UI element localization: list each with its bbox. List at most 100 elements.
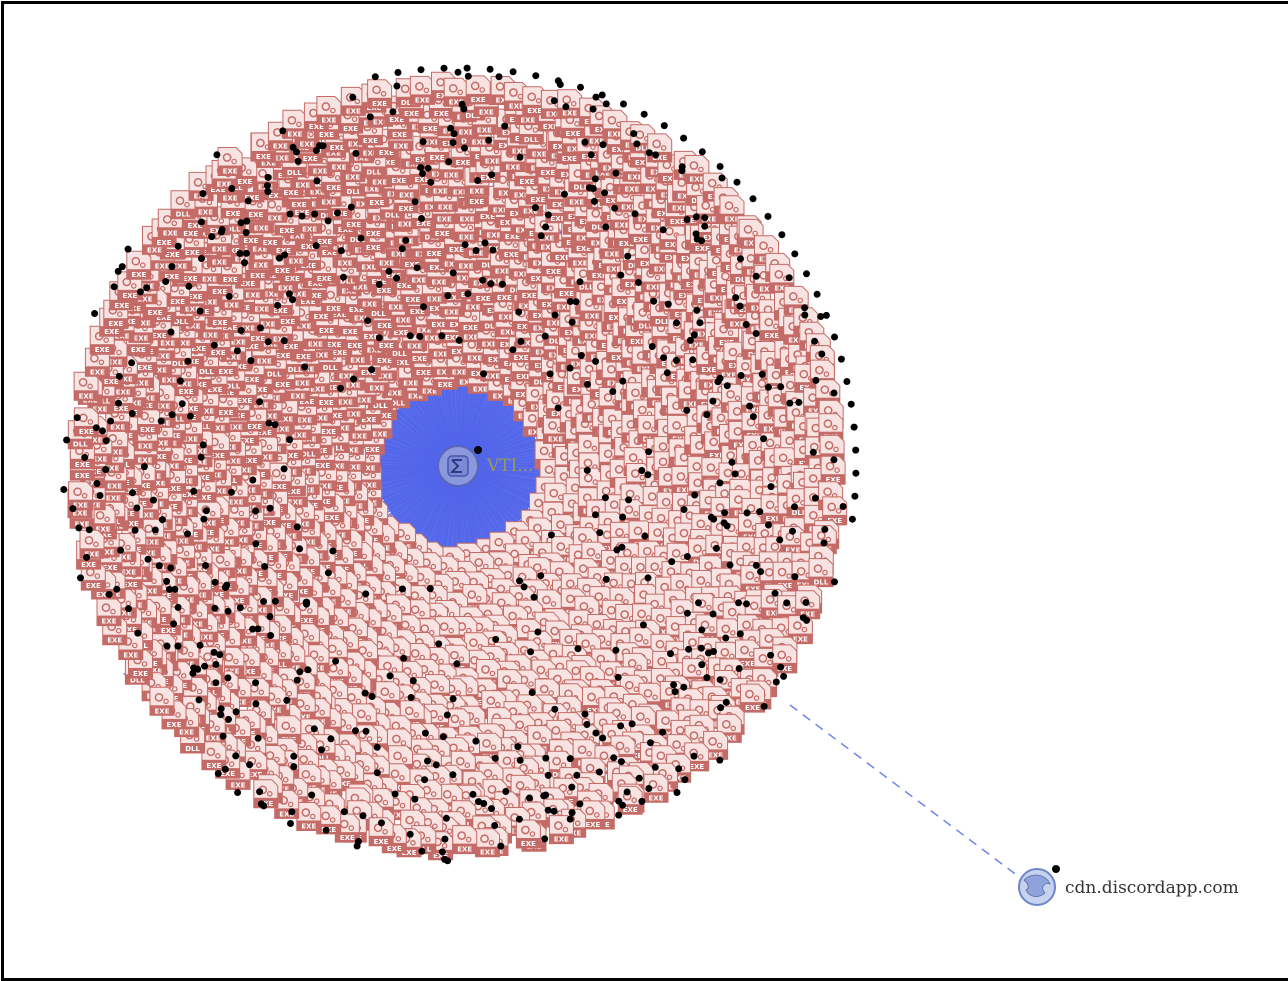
file-type-label: EXE bbox=[350, 357, 365, 365]
file-type-label: EXE bbox=[459, 234, 474, 242]
file-type-label: EXE bbox=[218, 368, 233, 376]
file-type-label: EXE bbox=[366, 244, 381, 252]
file-type-label: EXE bbox=[379, 260, 394, 268]
file-type-label: DLL bbox=[199, 368, 214, 376]
file-type-label: EXE bbox=[548, 436, 563, 444]
file-type-label: EXE bbox=[290, 393, 305, 401]
file-type-label: EXE bbox=[464, 334, 479, 342]
file-type-label: EXE bbox=[273, 307, 288, 315]
file-type-label: EXE bbox=[473, 385, 488, 393]
file-type-label: EXE bbox=[398, 221, 413, 229]
file-type-label: EXE bbox=[346, 410, 361, 418]
file-type-label: EXE bbox=[250, 335, 265, 343]
file-type-label: EXE bbox=[289, 258, 304, 266]
file-type-label: EXE bbox=[296, 353, 311, 361]
file-type-label: EXE bbox=[396, 317, 411, 325]
file-type-label: EXE bbox=[321, 428, 336, 436]
file-type-label: EXE bbox=[295, 380, 310, 388]
file-type-label: DLL bbox=[288, 366, 303, 374]
file-type-label: EXE bbox=[366, 230, 381, 238]
file-type-label: EXE bbox=[369, 384, 384, 392]
file-type-label: EXE bbox=[449, 246, 464, 254]
file-type-label: EXE bbox=[319, 399, 334, 407]
file-type-label: EXE bbox=[347, 342, 362, 350]
file-type-label: EXE bbox=[245, 376, 260, 384]
file-type-label: EXE bbox=[432, 278, 447, 286]
file-type-label: EXE bbox=[319, 327, 334, 335]
file-type-label: DLL bbox=[392, 350, 407, 358]
file-type-label: EXE bbox=[326, 305, 341, 313]
file-type-label: EXE bbox=[211, 349, 226, 357]
file-type-label: EXE bbox=[460, 215, 475, 223]
file-type-label: EXE bbox=[556, 304, 571, 312]
file-type-label: EXE bbox=[254, 306, 269, 314]
file-type-label: EXE bbox=[362, 300, 377, 308]
file-type-label: EXE bbox=[504, 251, 519, 259]
file-type-label: EXE bbox=[585, 313, 600, 321]
file-type-label: EXE bbox=[315, 462, 330, 470]
file-type-label: EXE bbox=[463, 324, 478, 332]
file-type-label: EXE bbox=[438, 381, 453, 389]
file-type-label: EXE bbox=[324, 514, 339, 522]
file-type-label: EXE bbox=[275, 381, 290, 389]
file-type-label: EXE bbox=[275, 267, 290, 275]
file-type-label: EXE bbox=[495, 267, 510, 275]
file-type-label: EXE bbox=[314, 313, 329, 321]
file-type-label: EXE bbox=[486, 231, 501, 239]
file-type-label: EXE bbox=[379, 342, 394, 350]
file-type-label: EXE bbox=[352, 433, 367, 441]
file-type-label: EXE bbox=[297, 417, 312, 425]
file-type-label: EXE bbox=[435, 230, 450, 238]
file-type-label: EXE bbox=[372, 430, 387, 438]
file-type-label: EXE bbox=[338, 399, 353, 407]
file-type-label: EXE bbox=[357, 397, 372, 405]
file-type-label: EXE bbox=[272, 483, 287, 491]
file-type-label: DLL bbox=[225, 383, 240, 391]
file-type-label: EXE bbox=[284, 343, 299, 351]
file-type-label: EXE bbox=[476, 295, 491, 303]
file-type-label: DLL bbox=[323, 364, 338, 372]
file-type-label: EXE bbox=[485, 373, 500, 381]
file-type-label: EXE bbox=[247, 423, 262, 431]
file-type-label: EXE bbox=[433, 351, 448, 359]
file-type-label: EXE bbox=[559, 290, 574, 298]
file-type-label: EXE bbox=[522, 292, 537, 300]
file-type-label: EXE bbox=[343, 328, 358, 336]
file-type-label: EXE bbox=[308, 341, 323, 349]
file-type-label: EXE bbox=[412, 355, 427, 363]
file-type-label: EXE bbox=[365, 446, 380, 454]
file-type-label: EXE bbox=[482, 340, 497, 348]
file-type-label: EXE bbox=[338, 259, 353, 267]
file-type-label: EXE bbox=[377, 322, 392, 330]
file-type-label: EXE bbox=[427, 250, 442, 258]
file-type-label: EXE bbox=[573, 259, 588, 267]
file-type-label: EXE bbox=[514, 354, 529, 362]
file-type-label: EXE bbox=[403, 380, 418, 388]
file-type-label: EXE bbox=[377, 287, 392, 295]
file-type-label: EXE bbox=[444, 308, 459, 316]
file-type-label: EXE bbox=[317, 275, 332, 283]
file-type-label: EXE bbox=[387, 390, 402, 398]
file-type-label: EXE bbox=[275, 352, 290, 360]
file-type-label: EXE bbox=[459, 262, 474, 270]
file-type-label: EXE bbox=[452, 368, 467, 376]
file-type-label: EXE bbox=[546, 268, 561, 276]
file-type-label: EXE bbox=[237, 397, 252, 405]
file-type-label: DLL bbox=[267, 371, 282, 379]
file-type-label: EXE bbox=[405, 296, 420, 304]
file-type-label: EXE bbox=[285, 275, 300, 283]
file-type-label: EXE bbox=[327, 341, 342, 349]
file-type-label: EXE bbox=[229, 498, 244, 506]
file-type-label: EXE bbox=[424, 335, 439, 343]
file-type-label: EXE bbox=[416, 369, 431, 377]
file-type-label: EXE bbox=[427, 295, 442, 303]
file-type-label: EXE bbox=[411, 276, 426, 284]
file-type-label: EXE bbox=[498, 314, 513, 322]
file-type-label: EXE bbox=[431, 321, 446, 329]
file-type-label: EXE bbox=[407, 343, 422, 351]
file-type-label: EXE bbox=[437, 216, 452, 224]
file-type-label: EXE bbox=[280, 318, 295, 326]
file-type-label: EXE bbox=[257, 357, 272, 365]
file-type-label: EXE bbox=[219, 409, 234, 417]
